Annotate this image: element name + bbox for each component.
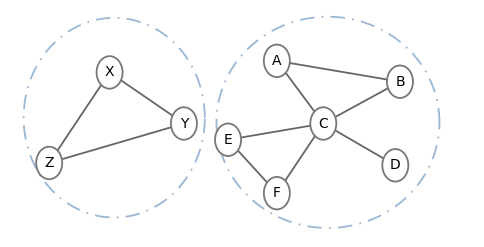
Ellipse shape (310, 107, 336, 140)
Text: E: E (224, 133, 232, 147)
Text: F: F (273, 186, 281, 200)
Ellipse shape (382, 149, 408, 182)
Text: D: D (390, 158, 401, 172)
Ellipse shape (215, 124, 241, 156)
Ellipse shape (171, 107, 197, 140)
Ellipse shape (387, 65, 413, 98)
Text: X: X (105, 65, 114, 80)
Text: A: A (272, 54, 282, 68)
Ellipse shape (36, 147, 62, 179)
Ellipse shape (264, 44, 290, 77)
Text: Y: Y (180, 117, 188, 130)
Text: B: B (395, 75, 405, 89)
Text: C: C (318, 117, 328, 130)
Ellipse shape (97, 56, 122, 89)
Text: Z: Z (45, 156, 54, 170)
Ellipse shape (264, 177, 290, 209)
